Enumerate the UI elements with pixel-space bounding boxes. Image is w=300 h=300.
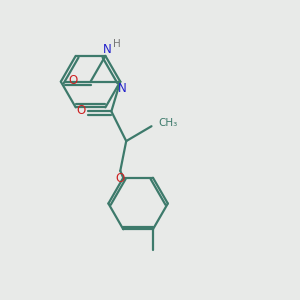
Text: O: O bbox=[76, 104, 86, 117]
Text: N: N bbox=[103, 43, 111, 56]
Text: O: O bbox=[68, 74, 77, 87]
Text: N: N bbox=[117, 82, 126, 95]
Text: O: O bbox=[115, 172, 124, 185]
Text: H: H bbox=[113, 39, 121, 49]
Text: CH₃: CH₃ bbox=[158, 118, 177, 128]
